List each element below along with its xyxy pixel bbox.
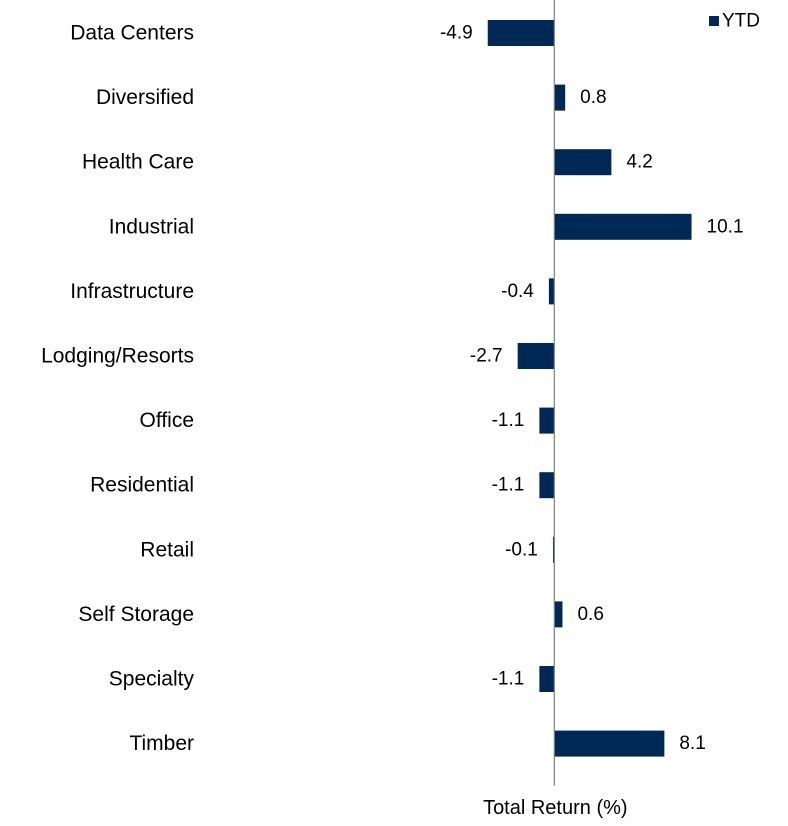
category-label-specialty: Specialty <box>109 668 195 691</box>
value-label-diversified: 0.8 <box>580 87 606 108</box>
bar-specialty <box>539 666 555 692</box>
value-label-timber: 8.1 <box>679 733 705 754</box>
value-label-specialty: -1.1 <box>492 669 525 690</box>
value-label-industrial: 10.1 <box>707 216 744 237</box>
category-label-industrial: Industrial <box>109 215 194 238</box>
value-label-retail: -0.1 <box>505 539 538 560</box>
bar-data-centers <box>487 20 555 46</box>
bar-lodging-resorts <box>517 343 555 369</box>
category-label-health-care: Health Care <box>82 151 194 174</box>
x-axis-title: Total Return (%) <box>483 797 628 819</box>
category-label-data-centers: Data Centers <box>70 22 194 45</box>
bar-diversified <box>554 84 566 111</box>
value-label-office: -1.1 <box>492 410 525 431</box>
bar-residential <box>539 472 555 499</box>
legend-swatch <box>709 16 719 26</box>
bar-office <box>539 407 555 434</box>
bar-timber <box>554 730 665 757</box>
value-label-health-care: 4.2 <box>626 152 652 173</box>
category-label-office: Office <box>140 409 194 432</box>
category-labels: Data Centers Diversified Health Care Indust… <box>41 22 194 756</box>
category-label-self-storage: Self Storage <box>78 603 194 626</box>
value-labels: -4.9 0.8 4.2 10.1 -0.4 -2.7 -1.1 -1.1 -0.1 0.6 -1.… <box>440 23 744 755</box>
value-label-data-centers: -4.9 <box>440 23 473 44</box>
bar-health-care <box>554 149 612 176</box>
bar-self-storage <box>554 601 563 628</box>
value-label-residential: -1.1 <box>492 475 525 496</box>
bars-layer <box>487 20 692 757</box>
category-label-residential: Residential <box>90 474 194 497</box>
category-label-timber: Timber <box>129 732 194 755</box>
category-label-infrastructure: Infrastructure <box>70 280 194 303</box>
value-label-lodging-resorts: -2.7 <box>470 346 503 367</box>
bar-retail <box>552 536 555 563</box>
legend: YTD <box>709 11 760 32</box>
category-label-lodging-resorts: Lodging/Resorts <box>41 345 194 368</box>
category-label-retail: Retail <box>140 538 194 561</box>
value-label-self-storage: 0.6 <box>577 604 603 625</box>
bar-industrial <box>554 213 692 240</box>
legend-label: YTD <box>722 11 760 32</box>
category-label-diversified: Diversified <box>96 86 194 109</box>
value-label-infrastructure: -0.4 <box>501 281 534 302</box>
bar-infrastructure <box>548 278 555 305</box>
